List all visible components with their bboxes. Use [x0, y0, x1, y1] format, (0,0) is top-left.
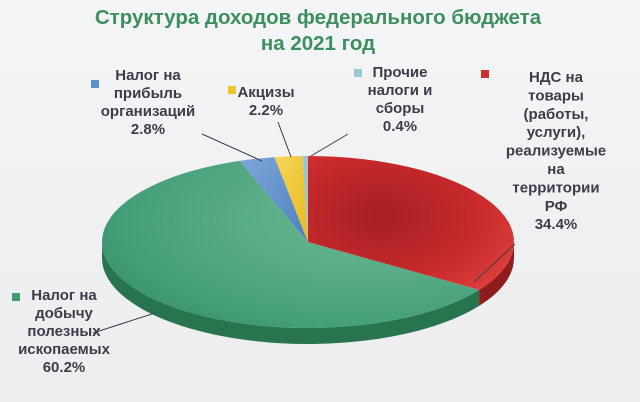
label-nds-line: территории — [512, 179, 599, 196]
label-nds-line: 34.4% — [535, 216, 578, 233]
label-profit-line: прибыль — [114, 85, 182, 102]
chart-title-line-2: на 2021 год — [261, 32, 375, 55]
label-other-line: Прочие — [372, 64, 427, 81]
chart-title-line-1: Структура доходов федерального бюджета — [95, 6, 542, 29]
label-other-line: сборы — [376, 100, 425, 117]
label-nds: НДС на товары (работы, услуги), реализуемые н… — [506, 69, 606, 233]
slice-wall-nds — [479, 242, 514, 306]
leader-line-other — [310, 133, 349, 157]
label-excise: Акцизы 2.2% — [237, 84, 294, 119]
legend-marker-ndpi — [12, 293, 20, 301]
label-nds-line: на — [547, 161, 565, 178]
slice-other — [302, 156, 308, 242]
label-nds-line: товары — [528, 87, 584, 104]
label-nds-line: НДС на — [529, 69, 584, 86]
leader-line-profit — [201, 133, 263, 162]
label-other: Прочие налоги и сборы 0.4% — [368, 64, 433, 135]
label-ndpi-line: полезных — [27, 323, 101, 340]
label-excise-line: 2.2% — [249, 102, 283, 119]
slice-ndpi — [101, 160, 480, 328]
label-nds-line: (работы, — [524, 106, 589, 123]
label-profit-line: организаций — [101, 103, 195, 120]
slice-wall-ndpi — [102, 242, 480, 344]
legend-marker-other — [354, 69, 362, 77]
label-ndpi-line: ископаемых — [18, 341, 110, 358]
label-profit: Налог на прибыль организаций 2.8% — [101, 67, 195, 138]
label-profit-line: Налог на — [115, 67, 181, 84]
label-other-line: налоги и — [368, 82, 433, 99]
label-ndpi-line: добычу — [35, 305, 93, 322]
label-excise-line: Акцизы — [237, 84, 294, 101]
label-nds-line: РФ — [545, 198, 568, 215]
label-other-line: 0.4% — [383, 118, 417, 135]
label-nds-line: реализуемые — [506, 143, 606, 160]
label-ndpi-line: 60.2% — [43, 359, 86, 376]
label-ndpi: Налог на добычу полезных ископаемых 60.2% — [18, 287, 110, 376]
label-nds-line: услуги), — [527, 124, 586, 141]
label-profit-line: 2.8% — [131, 121, 165, 138]
leader-line-nds — [473, 243, 516, 283]
legend-marker-profit — [91, 80, 99, 88]
slice-profit — [239, 157, 308, 242]
leader-line-excise — [277, 121, 292, 158]
slice-nds — [308, 156, 514, 290]
slice-excise — [274, 156, 308, 242]
legend-marker-excise — [228, 86, 236, 94]
label-ndpi-line: Налог на — [31, 287, 97, 304]
leader-line-ndpi — [92, 312, 156, 334]
legend-marker-nds — [481, 70, 489, 78]
